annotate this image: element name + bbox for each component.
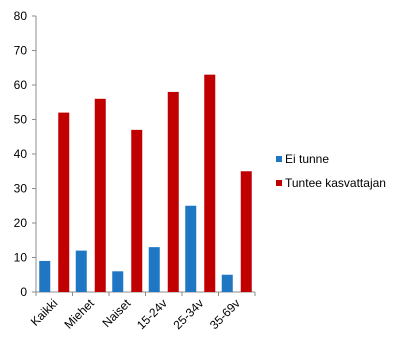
x-tick-label: 15-24v xyxy=(134,296,170,332)
x-tick-label: 25-34v xyxy=(171,296,207,332)
bar-tuntee-kasvattajan xyxy=(167,91,179,293)
x-tick-labels: Kaikki Miehet Naiset 15-24v 25-34v 35-69v xyxy=(28,296,243,332)
x-tick-label: 35-69v xyxy=(207,296,243,332)
bar-ei-tunne xyxy=(112,271,124,292)
bar-ei-tunne xyxy=(185,205,197,292)
y-tick-label: 0 xyxy=(20,285,27,299)
x-tick-label: Miehet xyxy=(61,296,97,332)
bar-tuntee-kasvattajan xyxy=(240,171,252,292)
y-tick-label: 40 xyxy=(14,147,28,161)
y-tick-label: 20 xyxy=(14,216,28,230)
bar-ei-tunne xyxy=(221,274,233,292)
y-tick-label: 10 xyxy=(14,251,28,265)
axes: 0 10 20 30 40 50 60 70 80 xyxy=(14,9,256,299)
bar-tuntee-kasvattajan xyxy=(94,98,106,292)
legend-swatch xyxy=(276,156,282,162)
y-tick-label: 80 xyxy=(14,9,28,23)
legend-label: Ei tunne xyxy=(285,152,329,166)
bar-ei-tunne xyxy=(39,260,51,292)
bar-tuntee-kasvattajan xyxy=(58,112,70,292)
y-tick-label: 50 xyxy=(14,113,28,127)
y-tick-label: 70 xyxy=(14,44,28,58)
x-tick-label: Kaikki xyxy=(28,296,61,329)
bar-tuntee-kasvattajan xyxy=(204,74,216,293)
bar-tuntee-kasvattajan xyxy=(131,129,143,292)
bar-ei-tunne xyxy=(75,250,87,292)
x-tick-label: Naiset xyxy=(99,296,133,330)
bars xyxy=(39,74,252,293)
legend: Ei tunne Tuntee kasvattajan xyxy=(276,152,386,190)
legend-label: Tuntee kasvattajan xyxy=(285,176,386,190)
bar-ei-tunne xyxy=(148,247,160,292)
y-tick-label: 30 xyxy=(14,182,28,196)
y-tick-label: 60 xyxy=(14,78,28,92)
legend-swatch xyxy=(276,180,282,186)
